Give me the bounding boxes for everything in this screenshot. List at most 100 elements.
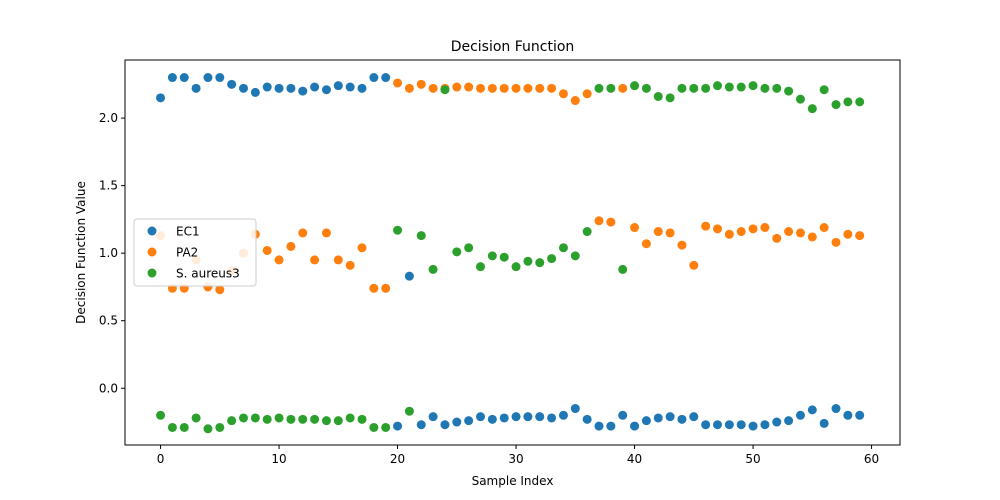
data-point xyxy=(630,81,640,91)
data-point xyxy=(713,420,723,430)
x-tick-label: 50 xyxy=(745,452,760,466)
data-point xyxy=(677,240,687,250)
data-point xyxy=(250,87,260,97)
data-point xyxy=(855,97,865,107)
data-point xyxy=(701,420,711,430)
data-point xyxy=(404,83,414,93)
data-point xyxy=(464,416,474,426)
data-point xyxy=(558,89,568,99)
legend-label: PA2 xyxy=(176,246,198,260)
data-point xyxy=(333,416,343,426)
data-point xyxy=(570,404,580,414)
data-point xyxy=(784,86,794,96)
data-point xyxy=(582,89,592,99)
legend-label: EC1 xyxy=(176,225,200,239)
data-point xyxy=(487,414,497,424)
data-point xyxy=(179,422,189,432)
data-point xyxy=(689,83,699,93)
data-point xyxy=(748,421,758,431)
data-point xyxy=(416,420,426,430)
data-point xyxy=(476,262,486,272)
data-point xyxy=(476,412,486,422)
data-point xyxy=(807,405,817,415)
data-point xyxy=(357,243,367,253)
data-point xyxy=(321,85,331,95)
data-point xyxy=(831,100,841,110)
data-point xyxy=(701,83,711,93)
data-point xyxy=(239,413,249,423)
data-point xyxy=(416,231,426,241)
x-tick-label: 60 xyxy=(864,452,879,466)
data-point xyxy=(286,83,296,93)
chart-title: Decision Function xyxy=(451,39,575,55)
data-point xyxy=(606,217,616,227)
data-point xyxy=(736,227,746,237)
data-point xyxy=(191,413,201,423)
data-point xyxy=(227,416,237,426)
data-point xyxy=(464,82,474,92)
data-point xyxy=(357,83,367,93)
data-point xyxy=(831,404,841,414)
y-tick-label: 1.5 xyxy=(99,179,118,193)
legend-box xyxy=(133,218,257,287)
data-point xyxy=(215,422,225,432)
data-point xyxy=(440,420,450,430)
data-point xyxy=(724,420,734,430)
data-point xyxy=(393,421,403,431)
data-point xyxy=(250,413,260,423)
data-point xyxy=(831,237,841,247)
data-point xyxy=(795,94,805,104)
axis-ticks: 0 10 20 30 40 50 60 0.0 0.5 1.0 1.5 2.0 xyxy=(99,111,879,466)
y-tick-label: 0.5 xyxy=(99,314,118,328)
data-point xyxy=(665,228,675,238)
data-point xyxy=(179,73,189,83)
data-point xyxy=(582,227,592,237)
data-point xyxy=(310,255,320,265)
data-point xyxy=(748,224,758,234)
data-point xyxy=(239,83,249,93)
data-point xyxy=(819,85,829,95)
data-point xyxy=(630,223,640,233)
data-point xyxy=(262,414,272,424)
data-point xyxy=(689,260,699,270)
data-point xyxy=(843,229,853,239)
data-point xyxy=(203,424,213,434)
data-point xyxy=(724,82,734,92)
x-tick-label: 20 xyxy=(390,452,405,466)
x-tick-label: 30 xyxy=(508,452,523,466)
legend: EC1 PA2 S. aureus3 xyxy=(133,218,257,287)
data-point xyxy=(713,81,723,91)
data-point xyxy=(511,83,521,93)
data-point xyxy=(724,229,734,239)
data-point xyxy=(855,410,865,420)
data-point xyxy=(286,241,296,251)
data-point xyxy=(381,422,391,432)
legend-marker xyxy=(147,226,157,236)
data-point xyxy=(618,83,628,93)
data-point xyxy=(321,416,331,426)
data-point xyxy=(381,283,391,293)
y-tick-label: 0.0 xyxy=(99,381,118,395)
data-point xyxy=(558,410,568,420)
data-point xyxy=(464,243,474,253)
y-tick-label: 2.0 xyxy=(99,111,118,125)
data-point xyxy=(795,410,805,420)
data-point xyxy=(807,232,817,242)
legend-marker xyxy=(147,247,157,257)
data-point xyxy=(274,413,284,423)
data-point xyxy=(630,421,640,431)
data-point xyxy=(570,96,580,106)
x-tick-label: 40 xyxy=(627,452,642,466)
data-point xyxy=(547,83,557,93)
data-point xyxy=(167,73,177,83)
y-tick-label: 1.0 xyxy=(99,246,118,260)
data-point xyxy=(594,421,604,431)
data-point xyxy=(499,252,509,262)
data-point xyxy=(795,228,805,238)
data-point xyxy=(215,73,225,83)
x-axis-label: Sample Index xyxy=(472,474,554,488)
data-point xyxy=(807,104,817,114)
data-point xyxy=(570,251,580,261)
data-point xyxy=(843,410,853,420)
data-point xyxy=(286,414,296,424)
